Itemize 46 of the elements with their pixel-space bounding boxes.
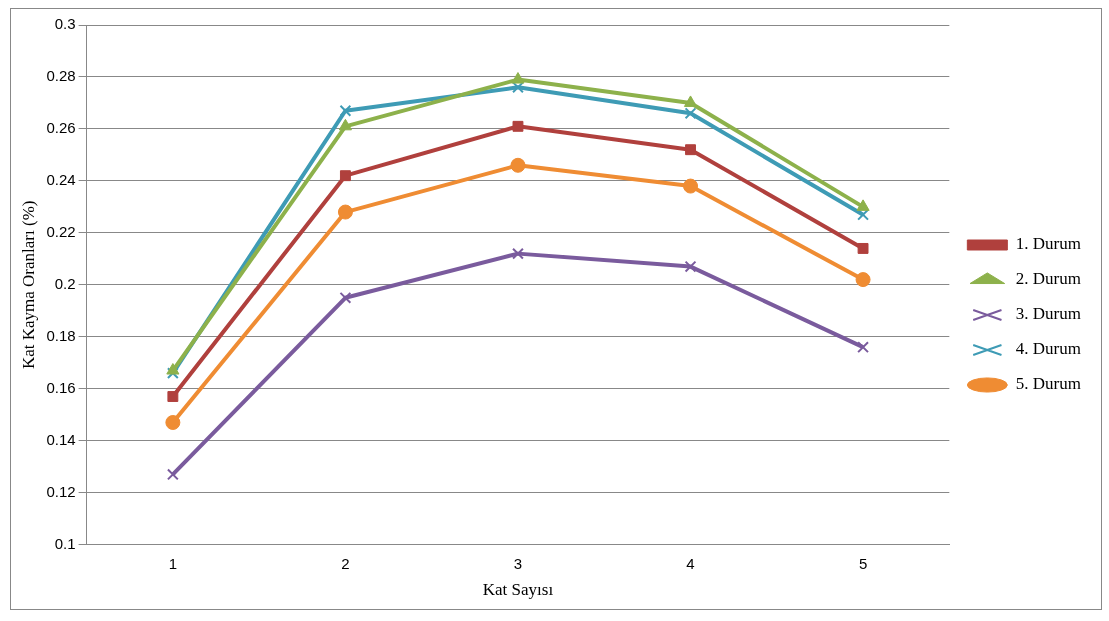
point xyxy=(685,144,696,156)
point xyxy=(166,468,179,481)
point xyxy=(857,341,870,354)
point xyxy=(683,178,699,194)
point xyxy=(683,95,698,107)
y-tick-label: 0.18 xyxy=(46,326,76,344)
point xyxy=(339,291,352,304)
x-tick-label: 3 xyxy=(513,554,523,572)
y-axis-title: Kat Kayma Oranları (%) xyxy=(18,200,38,370)
legend-label: 1. Durum xyxy=(1015,234,1082,254)
legend-label: 5. Durum xyxy=(1015,374,1082,394)
y-tick-label: 0.22 xyxy=(46,222,76,240)
point xyxy=(166,363,180,375)
point xyxy=(166,367,179,380)
x-tick-label: 1 xyxy=(168,554,178,572)
y-tick-label: 0.12 xyxy=(46,482,76,500)
legend-label: 3. Durum xyxy=(1015,304,1082,324)
point xyxy=(339,104,352,117)
x-tick-label: 2 xyxy=(341,554,350,572)
point xyxy=(338,118,352,131)
legend-label: 2. Durum xyxy=(1015,269,1082,289)
y-tick-label: 0.14 xyxy=(46,430,76,448)
point xyxy=(510,157,526,173)
legend-label: 4. Durum xyxy=(1015,339,1082,359)
point xyxy=(511,72,525,84)
point xyxy=(512,120,524,132)
point xyxy=(337,204,353,220)
y-tick-label: 0.16 xyxy=(46,378,76,396)
point xyxy=(684,107,697,120)
y-tick-label: 0.26 xyxy=(46,119,76,137)
point xyxy=(339,170,351,182)
x-tick-label: 5 xyxy=(858,554,868,572)
y-tick-label: 0.3 xyxy=(54,15,76,33)
point xyxy=(857,242,869,254)
point xyxy=(167,391,179,402)
point xyxy=(684,260,697,273)
y-tick-label: 0.2 xyxy=(54,274,76,292)
point xyxy=(512,247,524,260)
x-tick-label: 4 xyxy=(686,554,695,572)
y-tick-label: 0.1 xyxy=(54,534,76,552)
point xyxy=(165,414,181,430)
point xyxy=(855,272,871,288)
y-tick-label: 0.24 xyxy=(46,171,76,189)
y-tick-label: 0.28 xyxy=(46,67,76,85)
x-axis-title: Kat Sayısı xyxy=(482,580,554,600)
point xyxy=(856,199,870,211)
